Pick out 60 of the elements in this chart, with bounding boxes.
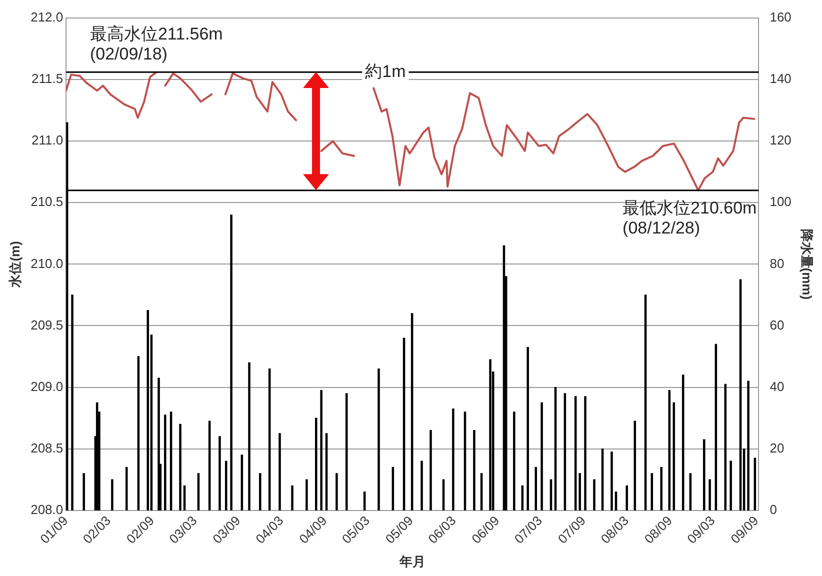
bar bbox=[660, 466, 662, 510]
x-axis-title: 年月 bbox=[398, 554, 426, 569]
bar bbox=[730, 460, 732, 510]
y-tick-label: 208.5 bbox=[30, 440, 64, 456]
bar bbox=[218, 436, 221, 510]
bar bbox=[610, 452, 613, 510]
bar bbox=[230, 214, 232, 510]
bar bbox=[430, 430, 432, 510]
bar bbox=[702, 439, 706, 510]
bar bbox=[291, 485, 294, 510]
bar bbox=[125, 466, 128, 510]
bar bbox=[306, 479, 308, 510]
annotation: 最高水位211.56m (02/09/18) bbox=[90, 24, 223, 64]
bar bbox=[593, 479, 596, 510]
y2-tick-label: 160 bbox=[770, 10, 792, 25]
bar bbox=[584, 396, 586, 510]
bar bbox=[259, 473, 262, 510]
y2-tick-label: 40 bbox=[770, 378, 784, 394]
bar bbox=[489, 359, 492, 510]
y2-tick-label: 100 bbox=[770, 194, 792, 210]
bar bbox=[179, 424, 182, 510]
annotation: 最低水位210.60m (08/12/28) bbox=[622, 198, 757, 238]
y2-tick-label: 120 bbox=[770, 132, 792, 148]
bar bbox=[513, 412, 516, 510]
y-tick-label: 210.0 bbox=[30, 256, 64, 271]
bar bbox=[452, 408, 454, 510]
y-axis-title: 水位(m) bbox=[7, 241, 22, 288]
y-tick-label: 210.5 bbox=[30, 194, 64, 210]
bar bbox=[82, 473, 85, 510]
y-tick-label: 209.5 bbox=[30, 317, 64, 332]
bar bbox=[164, 414, 166, 510]
bar bbox=[71, 294, 74, 510]
y-tick-label: 211.0 bbox=[32, 132, 64, 148]
bar bbox=[336, 473, 338, 510]
y2-tick-label: 20 bbox=[770, 440, 784, 456]
bar bbox=[278, 433, 281, 510]
y2-tick-label: 80 bbox=[770, 256, 784, 271]
bar bbox=[578, 473, 581, 510]
bar bbox=[378, 368, 380, 510]
bar bbox=[248, 362, 250, 510]
bar bbox=[747, 380, 750, 510]
y-tick-label: 208.0 bbox=[30, 502, 64, 517]
bar bbox=[420, 460, 423, 510]
bar bbox=[473, 430, 476, 510]
bar bbox=[111, 479, 114, 510]
y-tick-label: 209.0 bbox=[30, 378, 64, 394]
annotation: 約1m bbox=[365, 62, 406, 81]
bar bbox=[315, 418, 318, 510]
y2-tick-label: 60 bbox=[770, 317, 784, 332]
y2-tick-label: 0 bbox=[770, 502, 777, 517]
bar bbox=[158, 378, 160, 510]
y2-axis-title: 降水量(mm) bbox=[800, 228, 815, 300]
y-tick-label: 212.0 bbox=[30, 10, 64, 25]
y2-tick-label: 140 bbox=[770, 71, 792, 86]
bar bbox=[540, 402, 543, 510]
bar bbox=[708, 479, 711, 510]
bar bbox=[320, 390, 322, 510]
bar bbox=[626, 485, 628, 510]
bar bbox=[526, 346, 529, 510]
y-tick-label: 211.5 bbox=[32, 71, 64, 86]
